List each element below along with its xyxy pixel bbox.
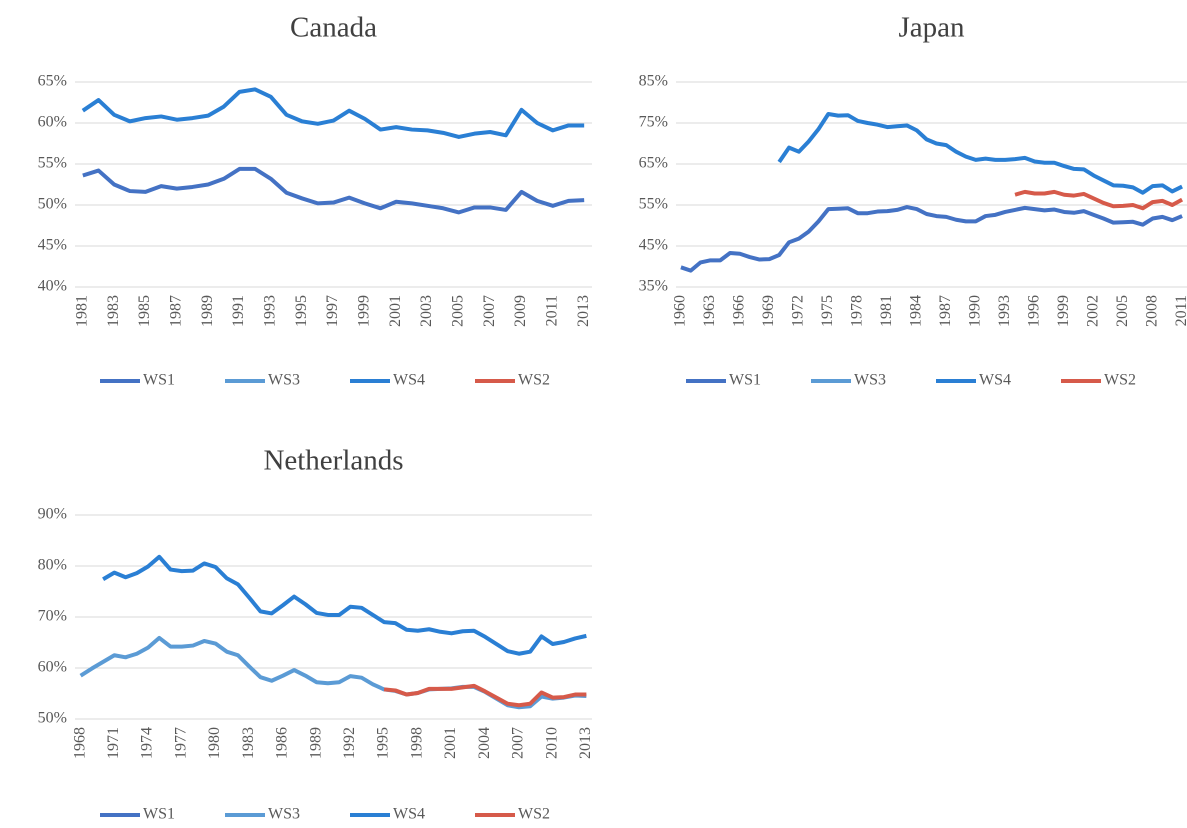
series-line — [82, 166, 585, 215]
x-tick-label: 2013 — [575, 295, 592, 327]
x-tick-label: 2011 — [544, 295, 561, 326]
x-tick-label: 1983 — [240, 727, 257, 759]
x-tick-label: 2001 — [387, 295, 404, 327]
legend-label: WS3 — [268, 372, 300, 389]
y-tick-label: 85% — [639, 73, 668, 90]
x-tick-label: 1977 — [172, 727, 189, 759]
x-tick-label: 1993 — [996, 295, 1013, 327]
y-tick-label: 65% — [38, 73, 67, 90]
legend-label: WS4 — [393, 372, 425, 389]
x-tick-label: 1975 — [819, 295, 836, 327]
y-tick-label: 80% — [38, 557, 67, 574]
y-tick-label: 50% — [38, 710, 67, 727]
x-tick-label: 2008 — [1143, 295, 1160, 327]
x-tick-label: 1998 — [408, 727, 425, 759]
y-tick-label: 55% — [38, 155, 67, 172]
chart-title: Canada — [290, 12, 377, 44]
series-line — [777, 111, 1183, 195]
legend-label: WS3 — [854, 372, 886, 389]
x-tick-label: 1966 — [731, 295, 748, 327]
x-tick-label: 2004 — [476, 727, 493, 759]
x-tick-label: 1996 — [1025, 295, 1042, 327]
x-tick-label: 1995 — [293, 295, 310, 327]
y-tick-label: 70% — [38, 608, 67, 625]
x-tick-label: 1984 — [907, 295, 924, 327]
legend-label: WS2 — [1104, 372, 1136, 389]
x-tick-label: 1969 — [760, 295, 777, 327]
series-line — [383, 683, 587, 708]
x-tick-label: 2007 — [481, 295, 498, 327]
x-tick-label: 1995 — [375, 727, 392, 759]
y-tick-label: 60% — [38, 659, 67, 676]
legend-label: WS2 — [518, 372, 550, 389]
x-tick-label: 1980 — [206, 727, 223, 759]
x-tick-label: 2011 — [1173, 295, 1187, 326]
x-tick-label: 2009 — [512, 295, 529, 327]
x-tick-label: 2005 — [1114, 295, 1131, 327]
y-tick-label: 35% — [639, 278, 668, 295]
x-tick-label: 1986 — [274, 727, 291, 759]
x-tick-label: 1971 — [105, 727, 122, 759]
x-tick-label: 2001 — [442, 727, 459, 759]
legend-label: WS1 — [143, 806, 175, 823]
x-tick-label: 1968 — [71, 727, 88, 759]
chart-title: Netherlands — [263, 445, 403, 477]
legend-label: WS3 — [268, 806, 300, 823]
x-tick-label: 1997 — [324, 295, 341, 327]
series-line — [680, 205, 1183, 273]
x-tick-label: 1999 — [1055, 295, 1072, 327]
x-tick-label: 1963 — [701, 295, 718, 327]
x-tick-label: 1999 — [356, 295, 373, 327]
x-tick-label: 2013 — [577, 727, 594, 759]
x-tick-label: 1993 — [262, 295, 279, 327]
chart: Canada 40% 45% 50% 55% 60% 65% 1981 1983 1985 1987… — [38, 12, 592, 389]
y-tick-label: 65% — [639, 155, 668, 172]
x-tick-label: 2002 — [1084, 295, 1101, 327]
y-tick-label: 75% — [639, 114, 668, 131]
y-tick-label: 50% — [38, 196, 67, 213]
series-line — [79, 635, 587, 710]
x-tick-label: 1991 — [230, 295, 247, 327]
legend-label: WS4 — [979, 372, 1011, 389]
legend-label: WS1 — [729, 372, 761, 389]
x-tick-label: 1990 — [966, 295, 983, 327]
y-tick-label: 55% — [639, 196, 668, 213]
chart: Netherlands 50% 60% 70% 80% 90% 1968 1971 1974 19… — [38, 445, 594, 823]
x-tick-label: 2003 — [418, 295, 435, 327]
y-tick-label: 90% — [38, 506, 67, 523]
y-tick-label: 45% — [38, 237, 67, 254]
legend-label: WS2 — [518, 806, 550, 823]
x-tick-label: 1985 — [136, 295, 153, 327]
chart: Japan 35% 45% 55% 65% 75% 85% 1960 1963 1966 1969 1… — [639, 12, 1187, 389]
legend-label: WS1 — [143, 372, 175, 389]
x-tick-label: 2005 — [450, 295, 467, 327]
x-tick-label: 2007 — [510, 727, 527, 759]
x-tick-label: 1987 — [168, 295, 185, 327]
x-tick-label: 1983 — [105, 295, 122, 327]
x-tick-label: 2010 — [543, 727, 560, 759]
series-line — [1014, 189, 1184, 211]
x-tick-label: 1960 — [672, 295, 689, 327]
chart-title: Japan — [898, 12, 965, 44]
y-tick-label: 40% — [38, 278, 67, 295]
x-tick-label: 1981 — [74, 295, 91, 327]
y-tick-label: 60% — [38, 114, 67, 131]
x-tick-label: 1972 — [790, 295, 807, 327]
series-line — [102, 554, 587, 656]
y-tick-label: 45% — [639, 237, 668, 254]
x-tick-label: 1987 — [937, 295, 954, 327]
x-tick-label: 1989 — [199, 295, 216, 327]
x-tick-label: 1981 — [878, 295, 895, 327]
x-tick-label: 1989 — [307, 727, 324, 759]
series-line — [81, 87, 585, 139]
x-tick-label: 1974 — [139, 727, 156, 759]
legend-label: WS4 — [393, 806, 425, 823]
x-tick-label: 1992 — [341, 727, 358, 759]
x-tick-label: 1978 — [848, 295, 865, 327]
